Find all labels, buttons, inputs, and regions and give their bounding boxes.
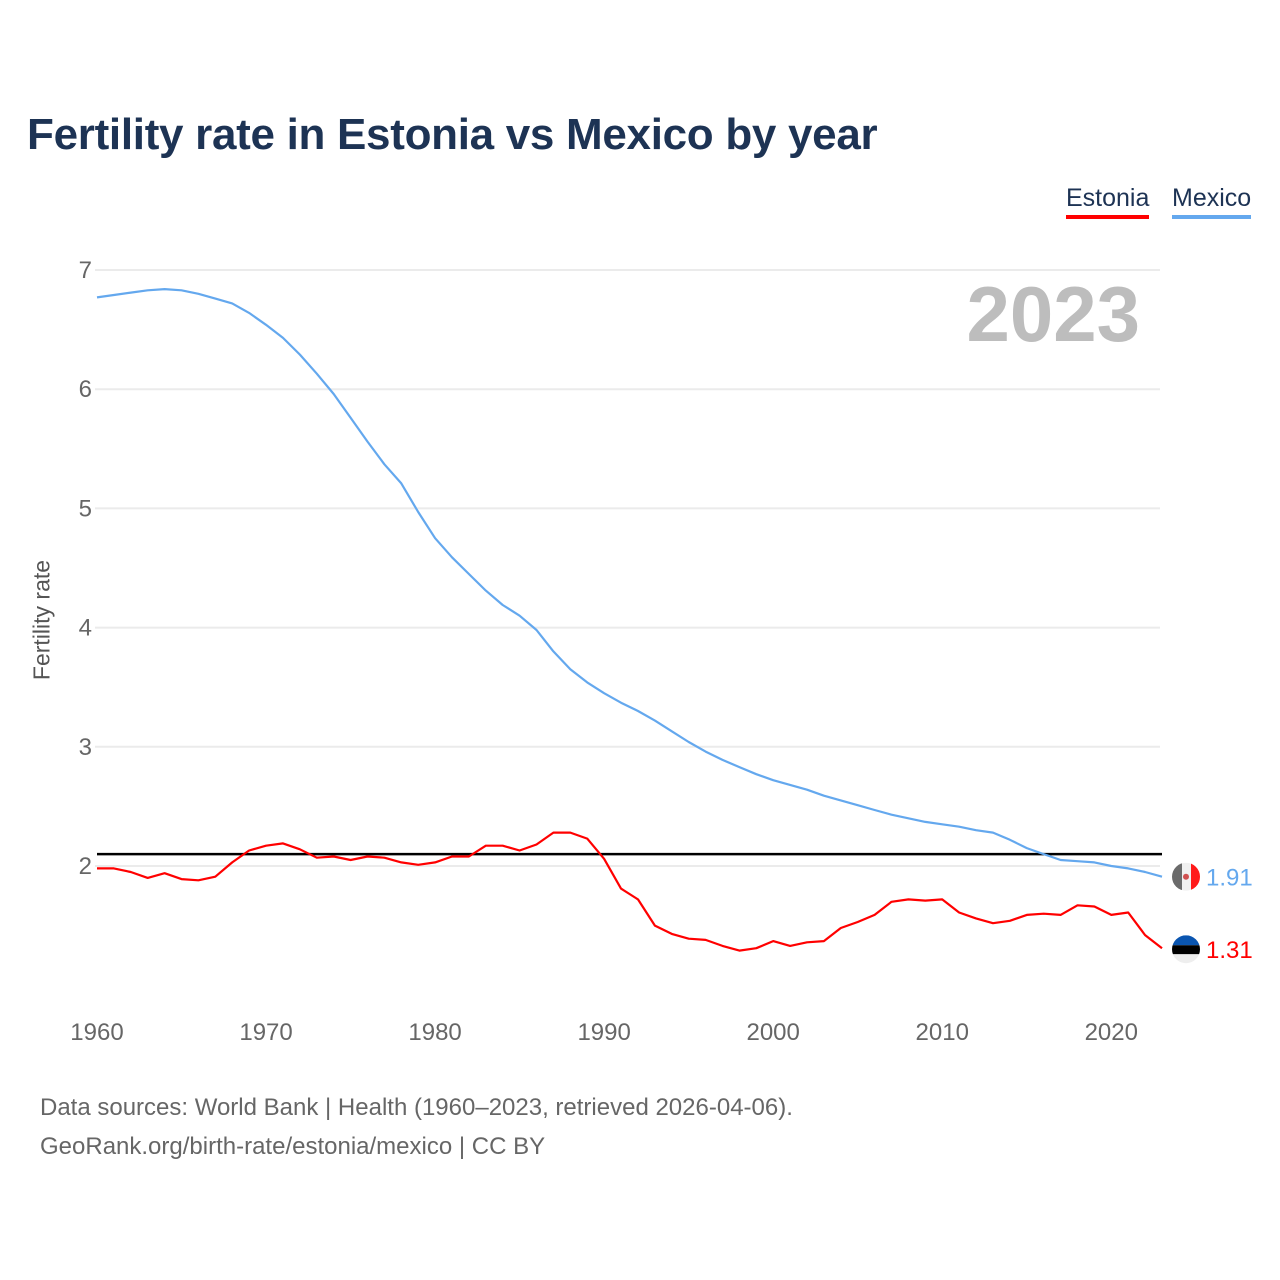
series-line-mexico <box>96 288 1163 878</box>
x-tick-label: 2010 <box>916 1019 969 1046</box>
x-tick-label: 1990 <box>577 1019 630 1046</box>
chart-title: Fertility rate in Estonia vs Mexico by y… <box>27 110 878 159</box>
legend-mexico[interactable]: Mexico <box>1172 184 1252 219</box>
y-tick-label: 3 <box>79 734 92 761</box>
y-tick-label: 2 <box>79 853 92 880</box>
flag-estonia-icon <box>1172 935 1200 964</box>
x-tick-label: 2000 <box>746 1019 799 1046</box>
x-tick-label: 1970 <box>239 1019 292 1046</box>
series-line-estonia <box>97 831 1163 952</box>
end-value-label-estonia: 1.31 <box>1206 937 1253 964</box>
year-label: 2023 <box>966 270 1140 358</box>
x-tick-label: 1980 <box>408 1019 461 1046</box>
source-note: Data sources: World Bank | Health (1960–… <box>40 1088 793 1166</box>
x-tick-label: 2020 <box>1085 1019 1138 1046</box>
y-tick-label: 5 <box>79 495 92 522</box>
y-tick-label: 4 <box>79 615 92 642</box>
y-tick-label: 6 <box>79 376 92 403</box>
legend-estonia[interactable]: Estonia <box>1066 184 1150 219</box>
y-tick-label: 7 <box>79 257 92 284</box>
source-line-1: Data sources: World Bank | Health (1960–… <box>40 1094 793 1121</box>
flag-mexico-icon <box>1172 862 1200 891</box>
source-line-2[interactable]: GeoRank.org/birth-rate/estonia/mexico | … <box>40 1133 546 1160</box>
end-value-label-mexico: 1.91 <box>1206 865 1253 892</box>
x-tick-label: 1960 <box>70 1019 123 1046</box>
